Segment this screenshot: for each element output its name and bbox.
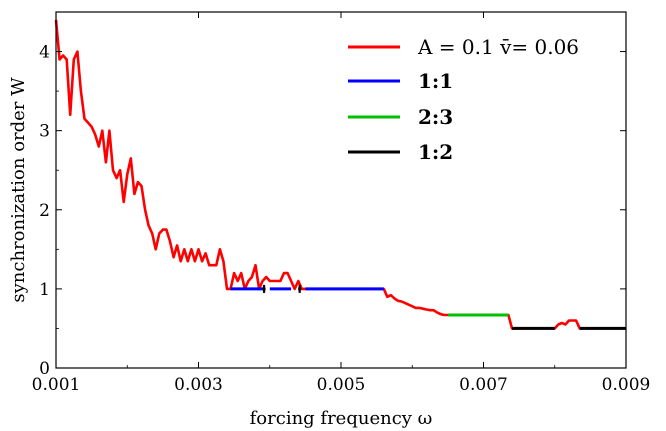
y-tick-label: 0 — [39, 359, 50, 379]
y-tick-label: 3 — [39, 122, 50, 142]
x-axis-label: forcing frequency ω — [250, 408, 433, 429]
x-axis-ticks: 0.001 0.003 0.005 0.007 0.009 — [32, 12, 651, 395]
plot-area — [54, 19, 626, 330]
legend-label: 1:1 — [418, 69, 453, 93]
legend-label: 1:2 — [418, 140, 453, 164]
x-tick-label: 0.003 — [174, 375, 223, 395]
y-tick-label: 4 — [39, 43, 50, 63]
y-axis-ticks: 0 1 2 3 4 — [39, 43, 626, 379]
x-tick-label: 0.007 — [459, 375, 508, 395]
legend: A = 0.1 v̄= 0.06 1:1 2:3 1:2 — [348, 35, 579, 164]
y-tick-label: 2 — [39, 201, 50, 221]
legend-label: 2:3 — [418, 105, 453, 129]
x-tick-label: 0.005 — [317, 375, 366, 395]
x-tick-label: 0.009 — [602, 375, 651, 395]
y-tick-label: 1 — [39, 280, 50, 300]
series-line-red — [54, 19, 626, 330]
legend-label: A = 0.1 v̄= 0.06 — [417, 35, 579, 59]
y-axis-label: synchronization order W — [8, 77, 29, 303]
x-tick-label: 0.001 — [32, 375, 81, 395]
